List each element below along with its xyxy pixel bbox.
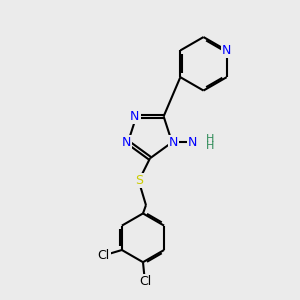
Text: Cl: Cl <box>97 249 110 262</box>
Text: Cl: Cl <box>139 275 151 288</box>
Text: N: N <box>222 44 231 57</box>
Text: N: N <box>188 136 197 149</box>
Text: S: S <box>135 174 143 188</box>
Text: N: N <box>169 136 178 149</box>
Text: N: N <box>122 136 131 149</box>
Text: N: N <box>130 110 140 123</box>
Text: H: H <box>206 134 214 144</box>
Text: H: H <box>206 141 214 151</box>
